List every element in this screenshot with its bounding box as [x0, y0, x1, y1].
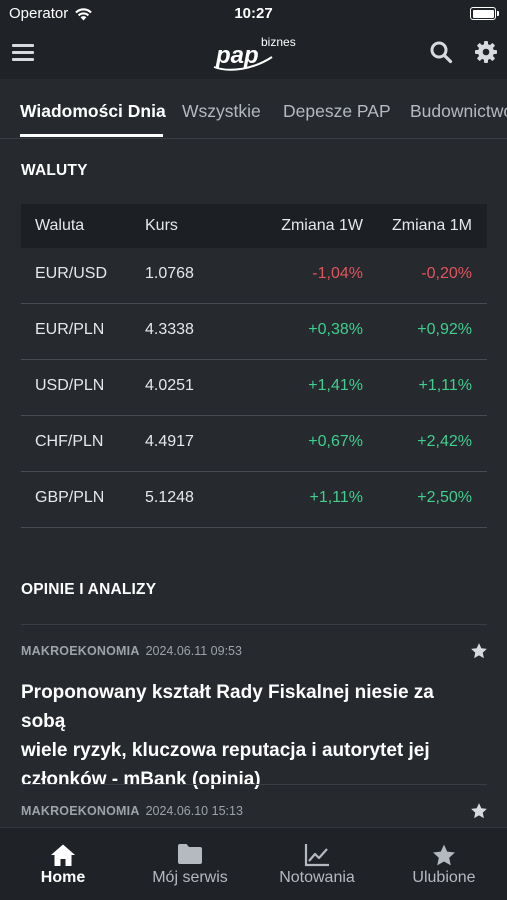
news-date: 2024.06.11 09:53 [145, 644, 242, 658]
tab-depesze-pap[interactable]: Depesze PAP [283, 101, 391, 121]
nav-moj-serwis[interactable]: Mój serwis [127, 828, 253, 900]
table-row[interactable]: CHF/PLN 4.4917 +0,67% +2,42% [21, 416, 487, 472]
status-bar: Operator 10:27 [0, 0, 507, 30]
table-header: Waluta Kurs Zmiana 1W Zmiana 1M [21, 204, 487, 248]
header-waluta: Waluta [35, 217, 85, 234]
headline-line: członków - mBank (opinia) [21, 769, 261, 790]
nav-ulubione[interactable]: Ulubione [381, 828, 507, 900]
news-headline[interactable]: Proponowany kształt Rady Fiskalnej niesi… [21, 678, 481, 794]
header-kurs: Kurs [145, 217, 178, 234]
folder-icon [178, 844, 202, 864]
active-tab-indicator [20, 134, 163, 137]
nav-home[interactable]: Home [0, 828, 126, 900]
currency-pair: GBP/PLN [35, 489, 105, 506]
bottom-nav: Home Mój serwis Notowania Ulubione [0, 827, 507, 900]
table-row[interactable]: GBP/PLN 5.1248 +1,11% +2,50% [21, 472, 487, 528]
table-row[interactable]: USD/PLN 4.0251 +1,41% +1,11% [21, 360, 487, 416]
currency-rate: 4.4917 [145, 433, 194, 450]
home-icon [51, 844, 75, 866]
change-1w: +0,38% [308, 321, 363, 338]
star-icon[interactable] [470, 802, 488, 820]
chart-icon [304, 844, 329, 867]
currency-rate: 5.1248 [145, 489, 194, 506]
wifi-icon [75, 7, 93, 20]
headline-line: wiele ryzyk, kluczowa reputacja i autory… [21, 740, 430, 761]
news-date: 2024.06.10 15:13 [145, 804, 243, 818]
currency-pair: EUR/USD [35, 265, 108, 282]
news-meta: MAKROEKONOMIA 2024.06.10 15:13 [21, 804, 243, 818]
header-zmiana-1w: Zmiana 1W [281, 217, 363, 234]
nav-notowania[interactable]: Notowania [254, 828, 380, 900]
nav-label: Notowania [279, 869, 355, 886]
currency-pair: CHF/PLN [35, 433, 104, 450]
header-zmiana-1m: Zmiana 1M [391, 217, 472, 234]
currency-pair: EUR/PLN [35, 321, 105, 338]
logo-sub: biznes [261, 35, 296, 49]
search-icon[interactable] [429, 40, 453, 64]
nav-label: Ulubione [412, 869, 476, 886]
star-icon[interactable] [470, 642, 488, 660]
status-time: 10:27 [234, 5, 273, 22]
menu-button[interactable] [12, 42, 34, 62]
logo-mark: pap biznes [213, 35, 296, 71]
change-1m: +1,11% [418, 377, 472, 394]
logo-text: pap [215, 42, 259, 69]
change-1m: +2,42% [417, 433, 472, 450]
change-1m: -0,20% [421, 265, 472, 282]
change-1w: +0,67% [308, 433, 363, 450]
table-row[interactable]: EUR/USD 1.0768 -1,04% -0,20% [21, 248, 487, 304]
change-1w: +1,11% [309, 489, 363, 506]
section-title-waluty: WALUTY [21, 162, 88, 179]
carrier-label: Operator [9, 5, 69, 22]
app-header: pap biznes [0, 30, 507, 79]
nav-label: Home [40, 869, 86, 886]
tab-budownictwo[interactable]: Budownictwo [410, 101, 507, 121]
change-1w: -1,04% [312, 265, 363, 282]
table-row[interactable]: EUR/PLN 4.3338 +0,38% +0,92% [21, 304, 487, 360]
currency-rate: 4.0251 [145, 377, 194, 394]
divider [21, 784, 487, 785]
currency-rate: 4.3338 [145, 321, 194, 338]
divider [21, 624, 487, 625]
pap-biznes-logo[interactable]: pap biznes [210, 33, 300, 75]
gear-icon[interactable] [474, 40, 498, 64]
tab-wszystkie[interactable]: Wszystkie [182, 101, 261, 121]
star-icon [433, 844, 455, 866]
news-meta: MAKROEKONOMIA 2024.06.11 09:53 [21, 644, 242, 658]
tab-wiadomosci-dnia[interactable]: Wiadomości Dnia [20, 101, 166, 121]
category-tabs: Wiadomości Dnia Wszystkie Depesze PAP Bu… [0, 79, 507, 139]
battery-icon [470, 7, 499, 20]
news-category: MAKROEKONOMIA [21, 804, 140, 818]
currency-pair: USD/PLN [35, 377, 105, 394]
section-title-opinie: OPINIE I ANALIZY [21, 581, 157, 598]
currency-table: Waluta Kurs Zmiana 1W Zmiana 1M EUR/USD … [21, 204, 487, 528]
currency-rate: 1.0768 [145, 265, 194, 282]
nav-label: Mój serwis [152, 869, 228, 886]
headline-line: Proponowany kształt Rady Fiskalnej niesi… [21, 682, 434, 732]
change-1w: +1,41% [308, 377, 363, 394]
change-1m: +2,50% [417, 489, 472, 506]
change-1m: +0,92% [417, 321, 472, 338]
news-category: MAKROEKONOMIA [21, 644, 140, 658]
